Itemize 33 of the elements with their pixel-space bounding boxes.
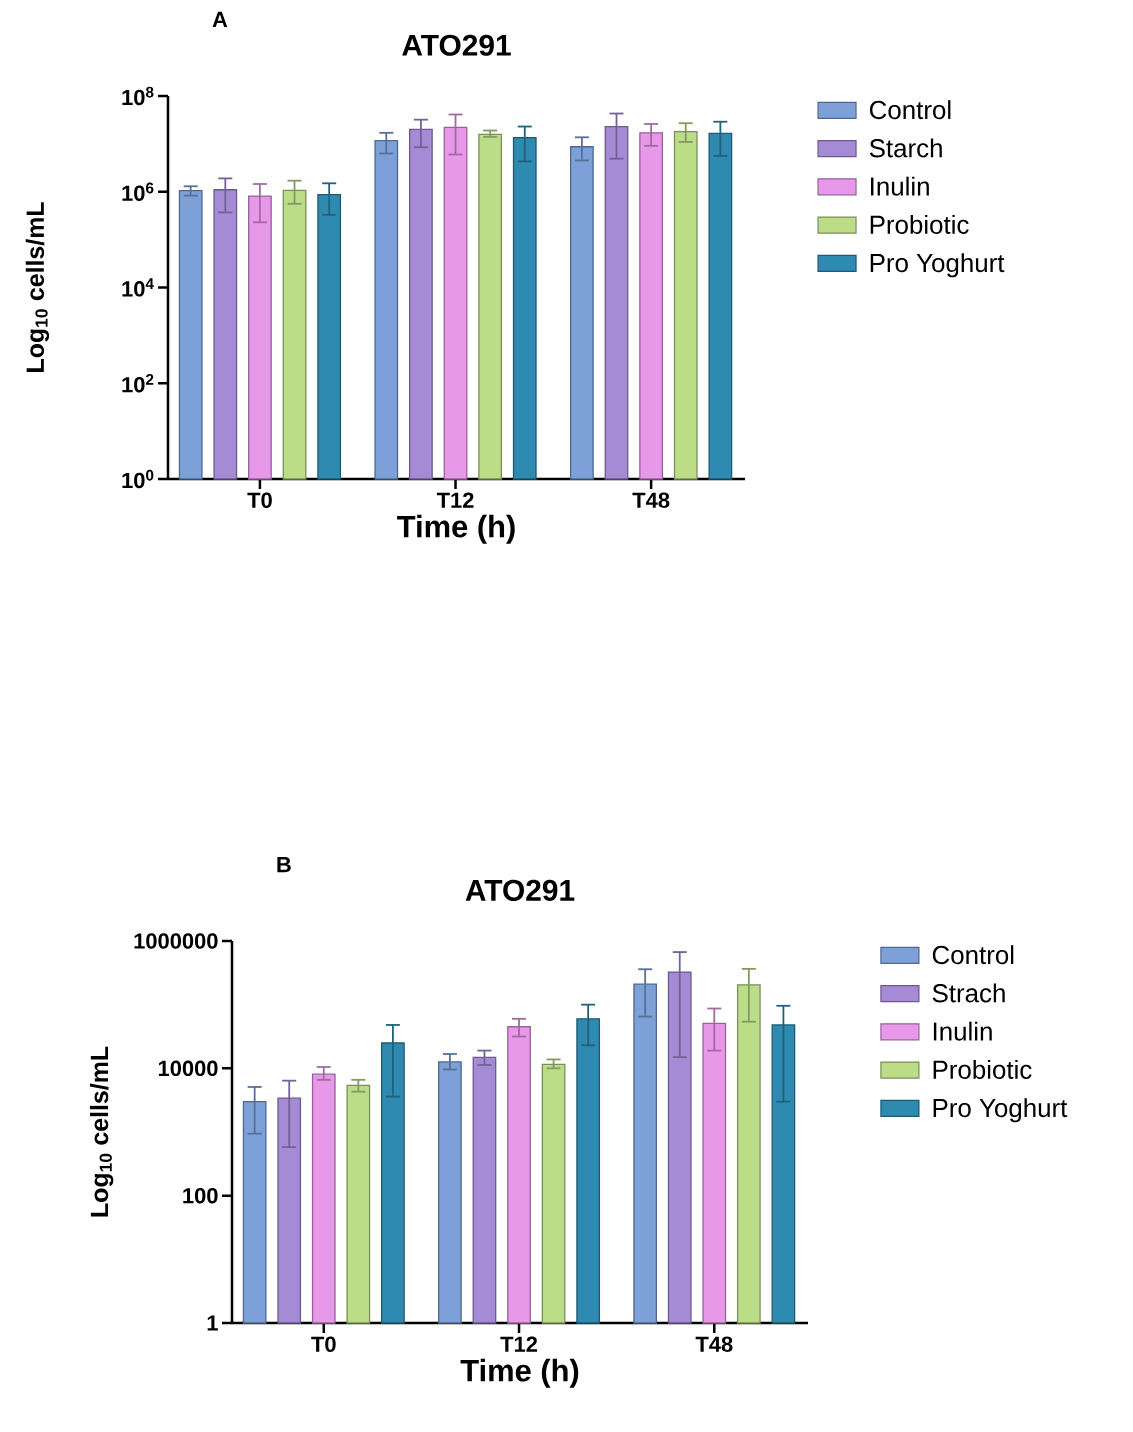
x-tick-label: T12	[500, 1336, 538, 1352]
x-tick-label: T0	[311, 1336, 336, 1353]
legend-label: Inulin	[933, 1021, 992, 1041]
y-tick-label: 1000000	[134, 933, 218, 949]
legend-label: Probiotic	[870, 214, 969, 234]
y-tick-label: 10000	[158, 1060, 218, 1077]
y-tick-label: 10$^{6}$	[122, 182, 154, 201]
x-axis-title: Time (h)	[460, 1358, 579, 1388]
legend-label: Pro Yoghurt	[870, 253, 1005, 278]
y-axis-title: Log$_{10}$ cells/mL	[89, 1046, 114, 1217]
chart-title: ATO291	[465, 879, 575, 901]
y-tick-label: 10$^{4}$	[122, 278, 154, 297]
x-tick-label: T48	[632, 492, 670, 509]
text: B	[277, 857, 291, 873]
legend-label: Pro Yoghurt	[933, 1098, 1068, 1123]
legend-label: Control	[932, 945, 1014, 965]
x-axis-title: Time (h)	[397, 514, 515, 544]
legend-label: Control	[869, 100, 951, 120]
y-tick-label: 1	[207, 1315, 218, 1331]
chart-title: ATO291	[402, 34, 511, 56]
x-tick-label: T48	[695, 1336, 733, 1353]
legend-label: Inulin	[871, 176, 929, 196]
legend-label: Strach	[932, 983, 1005, 1003]
y-axis-title: Log$_{10}$ cells/mL	[25, 202, 50, 372]
x-tick-label: T12	[436, 492, 474, 508]
y-tick-label: 10$^{8}$	[122, 86, 154, 106]
y-tick-label: 10$^{0}$	[122, 469, 154, 489]
text: A	[212, 11, 228, 27]
legend-label: Probiotic	[933, 1059, 1032, 1079]
y-tick-label: 100	[183, 1187, 218, 1204]
x-tick-label: T0	[247, 492, 272, 509]
y-tick-label: 10$^{2}$	[122, 374, 154, 393]
legend-label: Starch	[869, 138, 942, 158]
